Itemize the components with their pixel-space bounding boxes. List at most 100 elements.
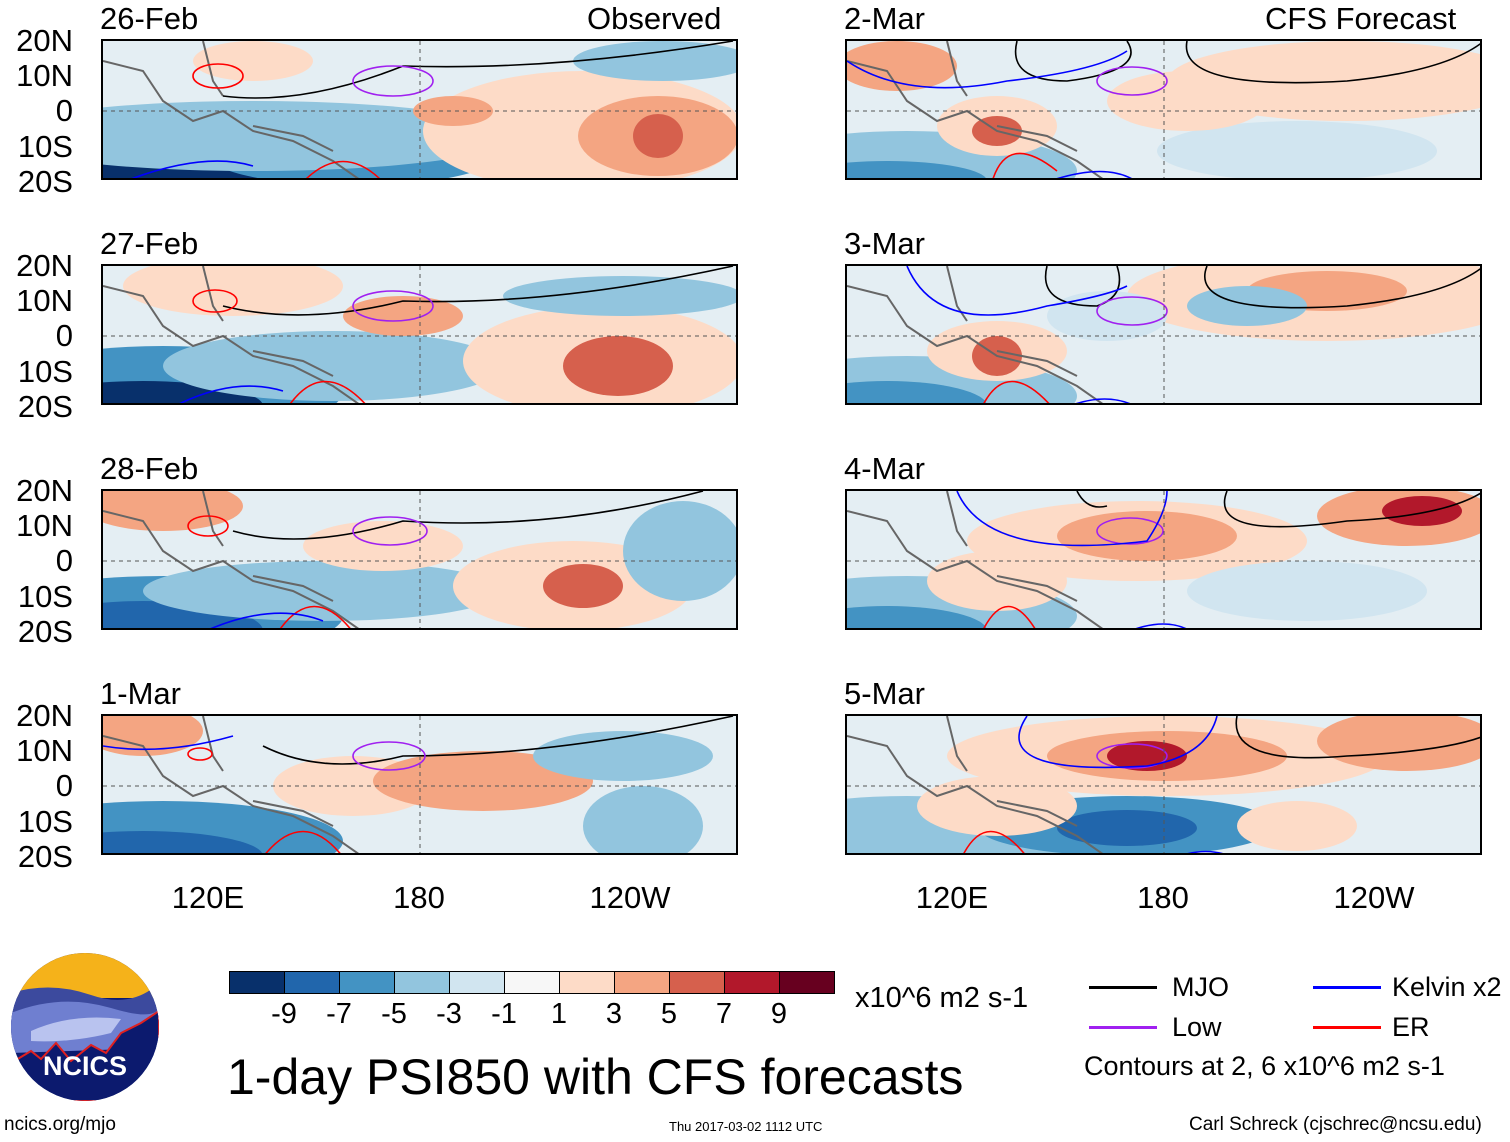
anomaly-blob [583,786,703,853]
lon-label: 120W [1333,880,1415,915]
lat-label: 0 [55,543,73,579]
lat-label: 0 [55,93,73,129]
anomaly-blob [847,381,987,403]
colorbar-tick-label: -9 [271,998,297,1030]
anomaly-blob [503,276,736,316]
panel-date: 5-Mar [844,676,925,711]
colorbar-swatch [394,971,450,994]
colorbar-swatch [229,971,285,994]
panel-date: 2-Mar [844,1,925,36]
anomaly-blob [1382,496,1462,526]
anomaly-blob [847,41,957,91]
panel-date: 1-Mar [100,676,181,711]
contour-line [210,612,324,628]
forecast-map-panel [845,264,1482,405]
anomaly-blob [193,41,313,81]
contour-line [187,747,213,761]
panel-date: 27-Feb [100,226,199,261]
colorbar-tick-label: 7 [715,998,733,1030]
anomaly-blob [543,564,623,608]
anomaly-blob [413,96,493,126]
footer-credit: Carl Schreck (cjschrec@ncsu.edu) [1189,1114,1482,1135]
lat-label: 20S [17,388,73,424]
lat-label: 10S [17,803,73,839]
colorbar-units: x10^6 m2 s-1 [855,982,1029,1014]
lat-label: 20N [16,698,73,733]
colorbar-tick-label: 9 [770,998,788,1030]
lat-label: 10N [16,733,73,769]
lat-label: 20S [17,163,73,199]
contour-line [1044,266,1480,309]
colorbar-tick-label: -3 [436,998,462,1030]
contour-line [352,516,428,546]
colorbar-swatch [284,971,340,994]
contour-line [992,152,1058,178]
forecast-label: CFS Forecast [1265,1,1457,36]
lat-label: 20N [16,248,73,283]
legend-low-line [1089,1026,1157,1029]
logo-text: NCICS [43,1051,127,1081]
contour-line [1187,850,1223,853]
panel-date: 28-Feb [100,451,199,486]
lat-label: 20S [17,613,73,649]
anomaly-blob [563,336,673,396]
contour-line [906,266,1128,316]
anomaly-blob [1057,810,1197,846]
forecast-map-panel [845,489,1482,630]
lon-label: 180 [1137,880,1189,915]
anomaly-blob [163,331,503,401]
forecast-map-panel [845,39,1482,180]
anomaly-blob [1107,71,1267,131]
anomaly-blob [103,491,243,531]
contour-line [179,385,284,403]
contour-line [192,63,244,89]
anomaly-blob [103,101,513,171]
contour-line [222,266,734,316]
observed-map-panel [101,714,738,855]
ncics-logo: NCICS [11,953,159,1101]
colorbar-swatch [724,971,780,994]
lat-label: 20S [17,838,73,874]
contour-line [131,160,254,178]
contour-line [956,491,1168,547]
colorbar-tick-label: 3 [605,998,623,1030]
lat-label: 0 [55,318,73,354]
contour-line [1056,170,1132,178]
legend-er-line [1313,1026,1381,1029]
anomaly-blob [633,114,683,158]
legend-kelvin-line [1313,986,1381,989]
legend-mjo: MJO [1172,972,1229,1002]
lat-label: 0 [55,768,73,804]
contour-line [262,716,734,765]
lat-label: 10N [16,58,73,94]
anomaly-blob [573,41,736,81]
contour-line [352,741,426,771]
colorbar-tick-label: -5 [381,998,407,1030]
contour-line [1096,743,1168,769]
anomaly-blob [1047,291,1167,341]
contour-line [187,515,229,537]
contour-line [983,380,1050,403]
anomaly-blob [123,266,343,316]
contour-line [1096,296,1168,326]
anomaly-blob [1237,801,1357,851]
lat-label: 10N [16,508,73,544]
contour-line [847,50,1128,89]
colorbar-swatch [559,971,615,994]
contour-line [1014,41,1480,84]
anomaly-blob [303,521,463,571]
anomaly-blob [103,716,203,756]
anomaly-blob [373,751,593,811]
lon-label: 120E [171,880,245,915]
legend-mjo-line [1089,986,1157,989]
lon-label: 120E [915,880,989,915]
footer-url[interactable]: ncics.org/mjo [4,1114,116,1135]
anomaly-blob [1187,286,1307,326]
colorbar-swatch [779,971,835,994]
observed-label: Observed [587,1,722,36]
colorbar-tick-label: -7 [326,998,352,1030]
contour-line [306,160,380,178]
lat-label: 20N [16,23,73,58]
lat-label: 10S [17,578,73,614]
